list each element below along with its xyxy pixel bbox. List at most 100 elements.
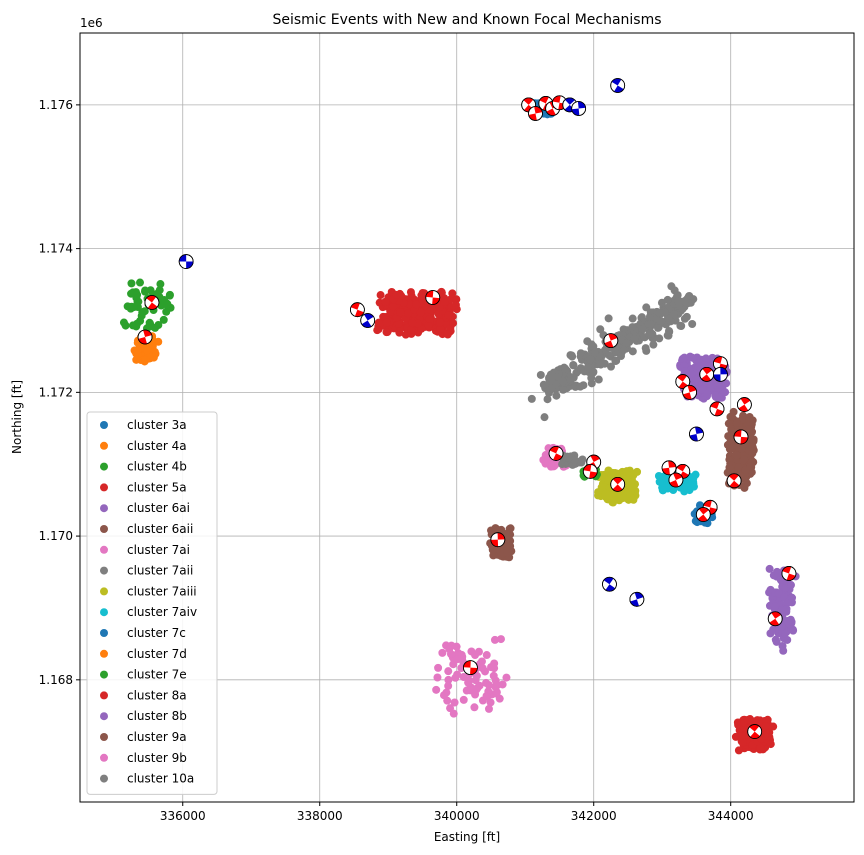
y-tick-label: 1.172 (39, 385, 73, 399)
data-point (680, 297, 689, 306)
data-point (373, 326, 382, 335)
data-point (559, 385, 568, 394)
data-point (744, 424, 753, 433)
data-point (655, 334, 664, 343)
focal-mechanism (767, 611, 783, 627)
data-point (156, 280, 165, 289)
data-point (642, 346, 651, 355)
focal-mechanism (713, 366, 728, 382)
data-point (453, 655, 462, 664)
data-point (655, 309, 664, 318)
data-point (663, 295, 672, 304)
data-point (789, 626, 798, 635)
legend-entry: cluster 8a (127, 688, 187, 702)
legend-entry: cluster 7c (127, 626, 186, 640)
focal-mechanism (682, 384, 698, 400)
data-point (474, 647, 483, 656)
data-point (628, 483, 637, 492)
data-point (756, 743, 765, 752)
legend-marker (100, 545, 108, 554)
focal-mechanism (747, 724, 763, 739)
legend: cluster 3a cluster 4a cluster 4b cluster 5a… (86, 411, 218, 795)
data-point (539, 380, 548, 389)
data-point (452, 295, 461, 304)
data-point (558, 460, 567, 469)
legend-marker (100, 441, 108, 450)
data-point (440, 297, 449, 306)
data-point (786, 615, 795, 624)
data-point (153, 289, 162, 298)
data-point (484, 681, 493, 690)
data-point (137, 311, 146, 320)
data-point (453, 670, 462, 679)
legend-marker (100, 504, 108, 513)
legend-entry: cluster 9b (127, 751, 187, 765)
data-point (617, 352, 626, 361)
focal-mechanism (610, 476, 626, 492)
data-point (678, 354, 687, 363)
legend-marker (100, 733, 108, 741)
data-point (482, 651, 491, 660)
data-point (404, 309, 413, 318)
data-point (543, 395, 552, 404)
data-point (389, 302, 398, 311)
legend-entry: cluster 3a (127, 418, 187, 432)
data-point (392, 290, 401, 299)
x-tick-label: 338000 (297, 809, 343, 823)
data-point (569, 361, 578, 370)
focal-mechanism (695, 507, 711, 522)
data-point (416, 308, 425, 317)
legend-marker (100, 421, 108, 429)
data-point (449, 709, 458, 718)
legend-entry: cluster 5a (127, 480, 187, 494)
data-point (506, 524, 515, 533)
focal-mechanism (528, 106, 543, 121)
data-point (133, 346, 142, 355)
focal-mechanism (726, 473, 742, 489)
x-axis-label: Easting [ft] (434, 830, 500, 844)
data-point (444, 667, 453, 676)
legend-marker (100, 525, 108, 533)
focal-mechanism (571, 101, 587, 116)
legend-entry: cluster 4a (127, 439, 187, 453)
legend-marker (100, 670, 108, 679)
y-offset-label: 1e6 (80, 16, 103, 30)
x-tick-label: 336000 (160, 809, 206, 823)
data-point (436, 318, 445, 327)
series-cluster-4a (130, 332, 163, 366)
y-axis-ticks: 1.168 1.170 1.172 1.174 1.176 (39, 98, 80, 687)
data-point (642, 303, 651, 312)
legend-marker (100, 774, 108, 783)
data-point (765, 564, 774, 573)
y-tick-label: 1.170 (39, 529, 73, 543)
x-tick-label: 340000 (434, 809, 480, 823)
data-point (459, 695, 468, 704)
legend-entry: cluster 7aiii (127, 584, 197, 598)
data-point (680, 367, 689, 376)
data-point (465, 676, 474, 685)
x-tick-label: 344000 (708, 809, 754, 823)
data-point (576, 349, 585, 358)
legend-marker (100, 462, 108, 471)
data-point (394, 319, 403, 328)
data-point (594, 375, 603, 384)
data-point (443, 330, 452, 339)
data-point (687, 369, 696, 378)
data-point (630, 334, 639, 343)
data-point (121, 321, 130, 330)
data-point (742, 479, 751, 488)
data-point (141, 355, 150, 364)
data-point (607, 362, 616, 371)
focal-mechanism (144, 295, 160, 310)
data-point (127, 279, 136, 288)
data-point (732, 419, 741, 428)
data-point (637, 313, 646, 322)
data-point (471, 676, 480, 685)
focal-mechanism (689, 426, 704, 442)
data-point (667, 282, 676, 291)
data-point (490, 635, 499, 644)
focal-mechanism (699, 366, 715, 382)
data-point (628, 323, 637, 332)
data-point (773, 568, 782, 577)
data-point (653, 323, 662, 332)
